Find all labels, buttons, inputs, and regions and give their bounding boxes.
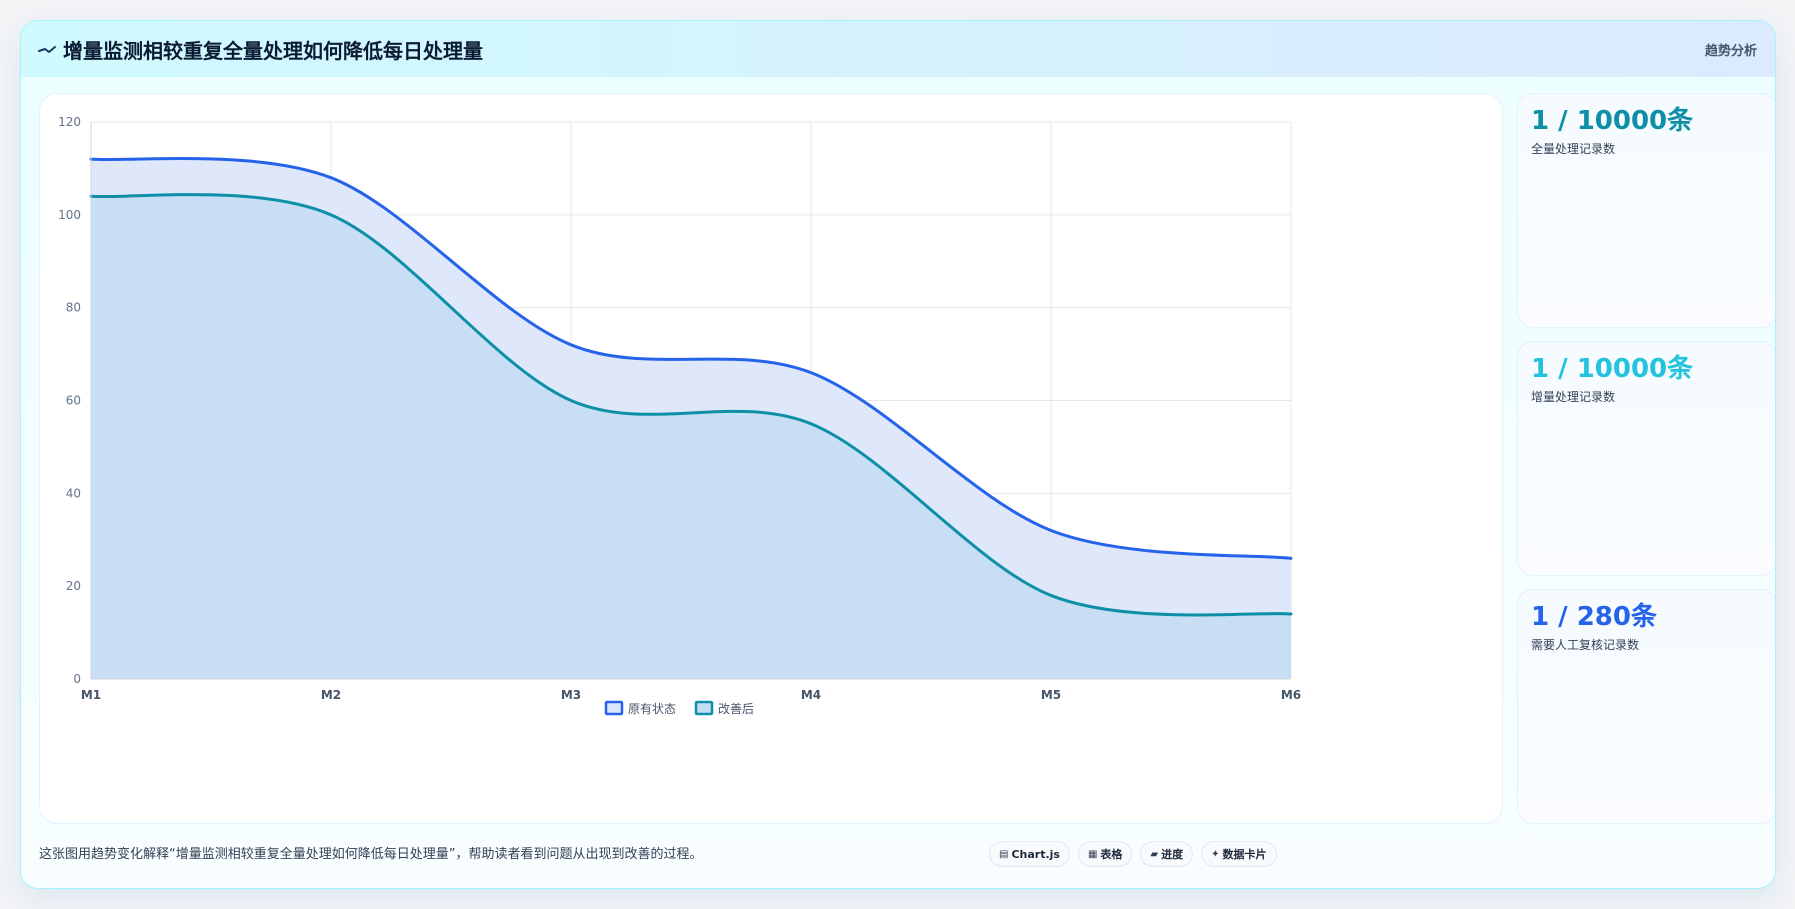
chip-data-card[interactable]: ✦ 数据卡片 [1201,841,1277,867]
legend-label: 改善后 [718,701,754,716]
legend-label: 原有状态 [628,702,676,716]
chip-table[interactable]: ▦ 表格 [1077,841,1133,867]
chip-label: Chart.js [1011,847,1060,861]
series-line-1 [89,156,1293,560]
x-tick-label: M3 [561,688,581,702]
stat-label: 全量处理记录数 [1531,142,1616,156]
progress-icon: ▰ [1150,848,1159,860]
series-area-2 [91,194,1291,679]
y-tick-label: 20 [66,579,81,593]
y-tick-label: 100 [58,208,81,222]
x-tick-label: M6 [1281,688,1301,702]
card-header: 增量监测相较重复全量处理如何降低每日处理量 趋势分析 [21,21,1775,77]
chip-label: 进度 [1161,848,1184,861]
tech-chips: ▤ Chart.js ▦ 表格 ▰ 进度 ✦ 数据卡片 [989,841,1277,867]
report-card: 增量监测相较重复全量处理如何降低每日处理量 趋势分析 0 20 40 60 80 100 1… [20,20,1776,889]
table-icon: ▦ [1087,848,1098,860]
sparkle-icon: ✦ [1211,848,1220,860]
chart-caption: 这张图用趋势变化解释“增量监测相较重复全量处理如何降低每日处理量”，帮助读者看到… [39,847,703,862]
trend-line-icon [38,46,56,53]
area-chart: 0 20 40 60 80 100 120 M1 M2 M3 M4 M5 M6 原有状态 改善后 [58,115,1301,716]
stat-card-manual-review: 1 / 280条 需要人工复核记录数 [1517,589,1775,824]
chart-icon: ▤ [999,848,1009,860]
stats-column: 1 / 10000条 全量处理记录数 1 / 10000条 增量处理记录数 1 … [1517,93,1775,824]
chip-progress[interactable]: ▰ 进度 [1140,841,1194,867]
chart-panel: 0 20 40 60 80 100 120 M1 M2 M3 M4 M5 M6 原有状态 改善后 [39,93,1503,824]
x-tick-label: M2 [321,688,341,702]
legend-swatch [604,700,624,716]
x-tick-label: M5 [1041,688,1061,702]
y-tick-label: 60 [66,394,81,408]
chip-chartjs[interactable]: ▤ Chart.js [989,841,1070,867]
x-tick-label: M1 [81,688,101,702]
x-tick-label: M4 [801,688,821,702]
stat-label: 增量处理记录数 [1531,390,1616,404]
trend-analysis-tag: 趋势分析 [1704,44,1757,59]
y-tick-label: 80 [66,301,81,315]
stat-value: 1 / 10000条 [1531,354,1694,384]
y-tick-label: 40 [66,486,81,500]
legend-swatch [694,700,714,716]
stat-value: 1 / 10000条 [1531,106,1694,136]
y-tick-label: 120 [58,115,81,129]
page-title: 增量监测相较重复全量处理如何降低每日处理量 [63,39,483,63]
stat-card-incremental-records: 1 / 10000条 增量处理记录数 [1517,341,1775,576]
chip-label: 表格 [1100,848,1123,861]
stat-card-full-records: 1 / 10000条 全量处理记录数 [1517,93,1775,328]
series-line-2 [89,193,1293,617]
stat-value: 1 / 280条 [1531,602,1657,632]
stat-label: 需要人工复核记录数 [1531,638,1640,652]
chip-label: 数据卡片 [1222,848,1267,861]
y-tick-label: 0 [73,672,81,686]
